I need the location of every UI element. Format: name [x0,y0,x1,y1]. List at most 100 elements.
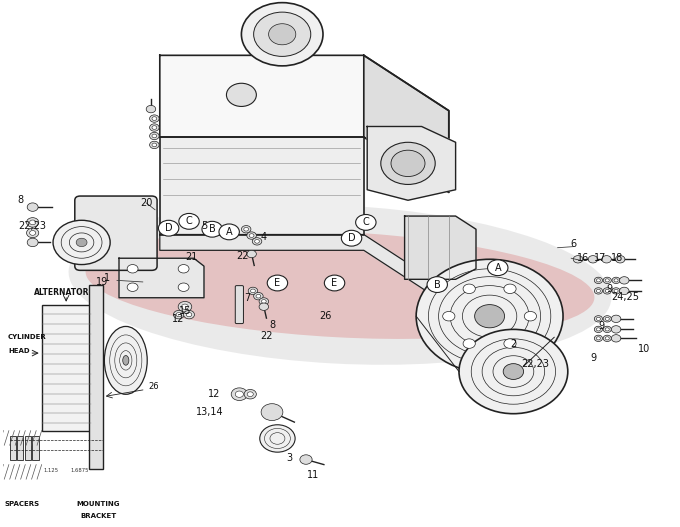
Text: 26: 26 [149,383,159,392]
Circle shape [267,275,288,291]
Circle shape [186,313,192,317]
Circle shape [27,238,38,247]
Text: E: E [274,278,281,288]
Circle shape [182,304,188,309]
Text: 22,23: 22,23 [521,359,549,368]
Circle shape [150,132,159,140]
Circle shape [341,230,362,246]
Text: 9: 9 [598,321,605,330]
Text: 6: 6 [570,239,577,249]
Text: MOUNTING: MOUNTING [77,501,120,507]
Circle shape [391,150,425,177]
Circle shape [123,356,129,365]
Circle shape [254,292,263,300]
Text: B: B [434,280,441,289]
Text: 11: 11 [307,471,319,480]
Text: 18: 18 [611,253,624,263]
Circle shape [127,283,138,291]
Text: 22: 22 [260,331,273,340]
Circle shape [603,288,611,294]
Circle shape [127,265,138,273]
Polygon shape [405,216,476,279]
Circle shape [605,317,609,320]
Circle shape [603,335,611,341]
Text: 22,23: 22,23 [18,221,46,230]
Circle shape [503,364,524,379]
Circle shape [247,232,256,239]
Circle shape [573,256,583,263]
FancyBboxPatch shape [33,435,39,460]
Circle shape [76,238,87,247]
Circle shape [614,289,618,292]
Circle shape [105,326,148,394]
Circle shape [619,277,629,284]
Text: A: A [226,227,233,237]
Text: C: C [362,218,369,227]
Circle shape [356,214,376,230]
Circle shape [612,288,620,294]
Circle shape [443,311,455,321]
Polygon shape [364,55,449,192]
Circle shape [152,126,156,129]
Text: 7: 7 [243,293,250,302]
Circle shape [381,142,435,184]
FancyBboxPatch shape [75,196,157,270]
Circle shape [202,221,222,237]
Text: 24,25: 24,25 [611,292,640,301]
Circle shape [605,289,609,292]
Text: 9: 9 [606,284,613,294]
Polygon shape [119,258,204,298]
Circle shape [244,389,256,399]
Circle shape [269,24,296,45]
Circle shape [152,134,156,138]
Circle shape [463,339,475,348]
Circle shape [612,277,620,284]
Text: 22: 22 [237,251,249,261]
Circle shape [146,105,156,113]
Circle shape [262,299,267,304]
Text: D: D [347,233,356,243]
Text: HEAD: HEAD [8,348,30,354]
Circle shape [248,287,258,295]
Circle shape [248,392,253,396]
Circle shape [504,284,516,294]
Circle shape [603,326,611,333]
Circle shape [619,287,629,295]
Circle shape [416,259,563,373]
Circle shape [178,301,192,312]
Text: 15: 15 [179,306,191,316]
Circle shape [605,328,609,331]
Circle shape [235,391,243,397]
Circle shape [596,328,600,331]
Circle shape [596,317,600,320]
Polygon shape [367,126,456,200]
Circle shape [259,298,269,305]
Circle shape [256,294,260,298]
Text: 9: 9 [590,354,597,363]
Text: A: A [494,263,501,272]
Circle shape [611,315,621,323]
Circle shape [615,256,625,263]
Text: 2: 2 [510,339,517,348]
Circle shape [241,226,251,233]
Text: C: C [186,217,192,226]
Circle shape [53,220,110,265]
Polygon shape [160,235,449,306]
Ellipse shape [69,204,611,365]
Circle shape [179,213,199,229]
Circle shape [27,203,38,211]
Circle shape [247,250,256,258]
Circle shape [260,425,295,452]
Text: ALTERNATOR: ALTERNATOR [34,288,89,297]
Text: 5: 5 [201,221,207,230]
Circle shape [150,115,159,122]
Circle shape [605,279,609,282]
Circle shape [611,326,621,333]
FancyBboxPatch shape [17,435,23,460]
Circle shape [241,3,323,66]
Text: 8: 8 [17,196,24,205]
Circle shape [596,289,600,292]
Circle shape [603,277,611,284]
Text: 12: 12 [208,389,220,398]
Circle shape [178,265,189,273]
